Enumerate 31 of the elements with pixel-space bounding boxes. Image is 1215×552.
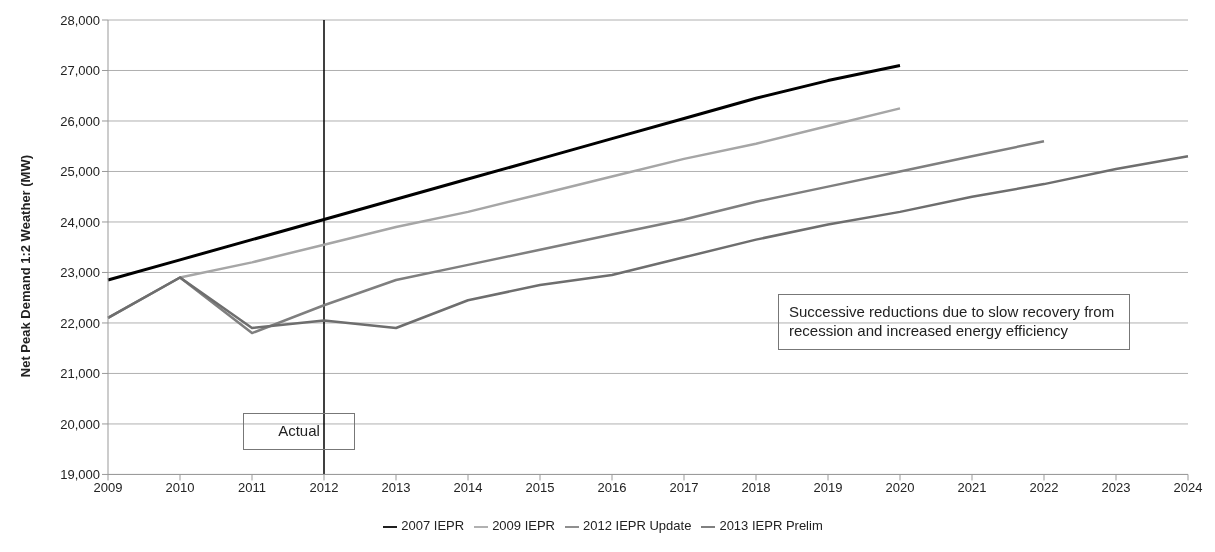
x-tick-label: 2018 — [741, 479, 771, 495]
x-tick-label: 2016 — [597, 479, 627, 495]
y-tick-label: 20,000 — [60, 416, 100, 432]
x-tick-label: 2012 — [309, 479, 339, 495]
y-tick-label: 22,000 — [60, 315, 100, 331]
x-tick-label: 2014 — [453, 479, 483, 495]
legend-label: 2007 IEPR — [401, 518, 465, 534]
legend-label: 2013 IEPR Prelim — [719, 518, 823, 534]
y-axis-title: Net Peak Demand 1:2 Weather (MW) — [17, 154, 33, 378]
y-tick-label: 21,000 — [60, 366, 100, 382]
y-tick-label: 28,000 — [60, 12, 100, 28]
x-tick-label: 2015 — [525, 479, 555, 495]
x-tick-label: 2017 — [669, 479, 699, 495]
x-tick-label: 2010 — [165, 479, 195, 495]
x-tick-label: 2011 — [238, 479, 266, 495]
annotation: Actual — [243, 413, 355, 450]
x-tick-label: 2019 — [813, 479, 843, 495]
x-tick-label: 2023 — [1101, 479, 1131, 495]
x-tick-label: 2022 — [1029, 479, 1059, 495]
y-tick-label: 24,000 — [60, 214, 100, 230]
y-tick-label: 23,000 — [60, 265, 100, 281]
y-tick-label: 26,000 — [60, 113, 100, 129]
x-tick-label: 2021 — [957, 479, 987, 495]
y-tick-label: 27,000 — [60, 63, 100, 79]
y-tick-label: 25,000 — [60, 164, 100, 180]
x-tick-label: 2024 — [1173, 479, 1203, 495]
legend-label: 2012 IEPR Update — [583, 518, 692, 534]
annotation: Successive reductions due to slow recovery from recession and increased energy efficiency — [778, 294, 1130, 350]
legend-label: 2009 IEPR — [492, 518, 555, 534]
x-tick-label: 2013 — [381, 479, 411, 495]
x-tick-label: 2020 — [885, 479, 915, 495]
